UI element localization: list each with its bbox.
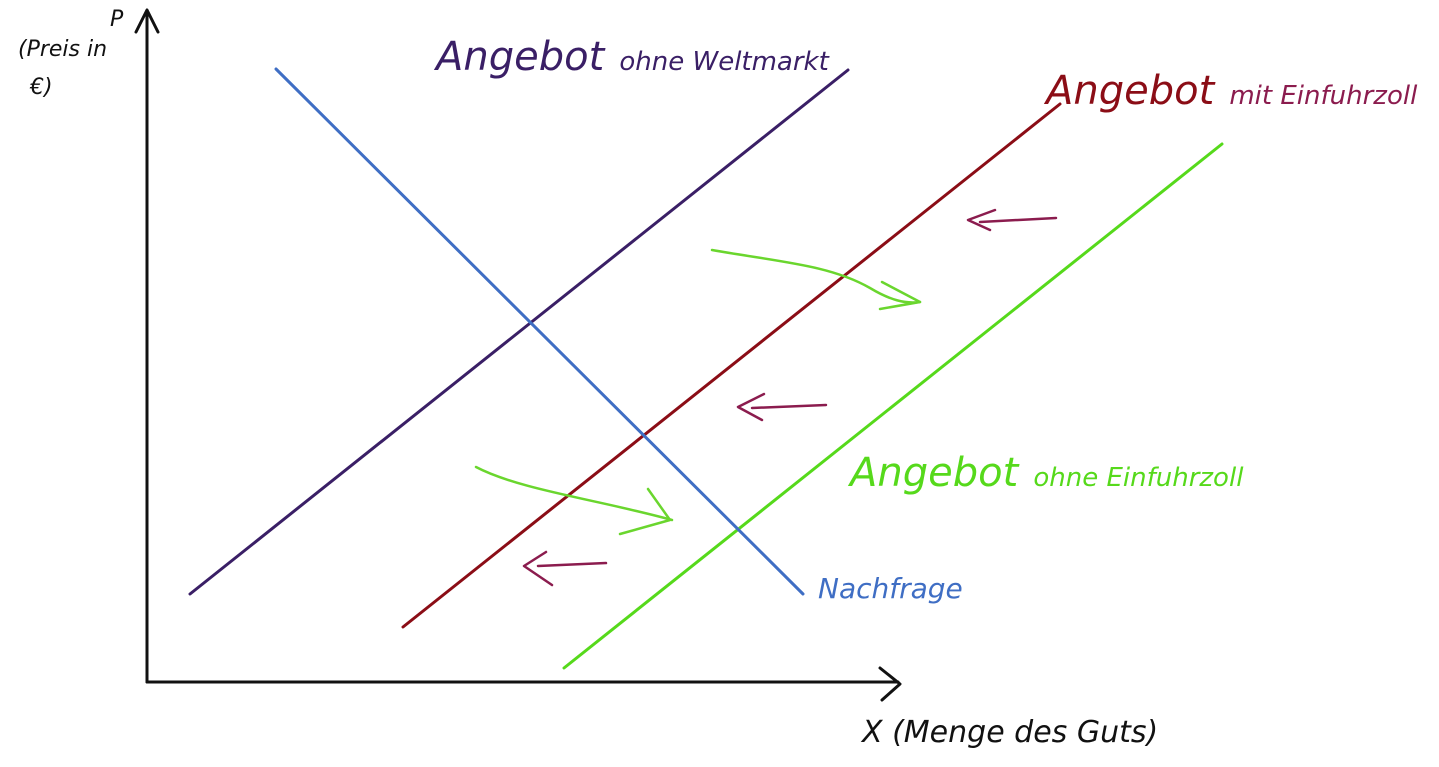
shift-left-arrow-bottom-head [522,550,554,587]
x-axis-arrowhead [878,666,902,702]
shift-right-arrow-lower-head [618,487,672,536]
supply-curve-without-world-market [188,68,850,596]
supply-curve-without-import-tariff [562,142,1224,670]
label-main: Angebot [847,450,1020,496]
label-main: Angebot [1043,68,1216,114]
label-supply-without-import-tariff: Angebot ohne Einfuhrzoll [847,450,1244,496]
label-main: Angebot [433,34,606,80]
label-supply-without-world-market: Angebot ohne Weltmarkt [433,34,830,80]
shift-left-arrow-middle-head [736,392,766,422]
y-axis-label-top: (Preis in [18,37,107,62]
shift-left-arrow-top [978,216,1058,224]
y-axis-symbol: P [110,7,124,32]
supply-curve-with-import-tariff [401,102,1062,629]
demand-curve [274,67,805,596]
x-axis-label: X (Menge des Guts) [860,715,1158,750]
label-sub: mit Einfuhrzoll [1229,81,1418,111]
label-sub: ohne Weltmarkt [619,47,829,77]
axes [134,8,902,702]
shift-left-arrows [522,208,1058,587]
shift-right-arrows [474,248,922,536]
shift-left-arrow-top-head [966,208,997,232]
label-sub: ohne Einfuhrzoll [1033,463,1244,493]
label-demand: Nachfrage [818,572,963,605]
shift-left-arrow-bottom [536,561,608,568]
shift-right-arrow-upper [710,248,922,304]
shift-right-arrow-lower [474,465,674,522]
y-axis-arrowhead [134,8,160,34]
y-axis-label-bottom: €) [29,75,53,100]
shift-right-arrow-upper-head [878,280,922,311]
label-supply-with-import-tariff: Angebot mit Einfuhrzoll [1043,68,1418,114]
shift-left-arrow-middle [750,403,828,410]
